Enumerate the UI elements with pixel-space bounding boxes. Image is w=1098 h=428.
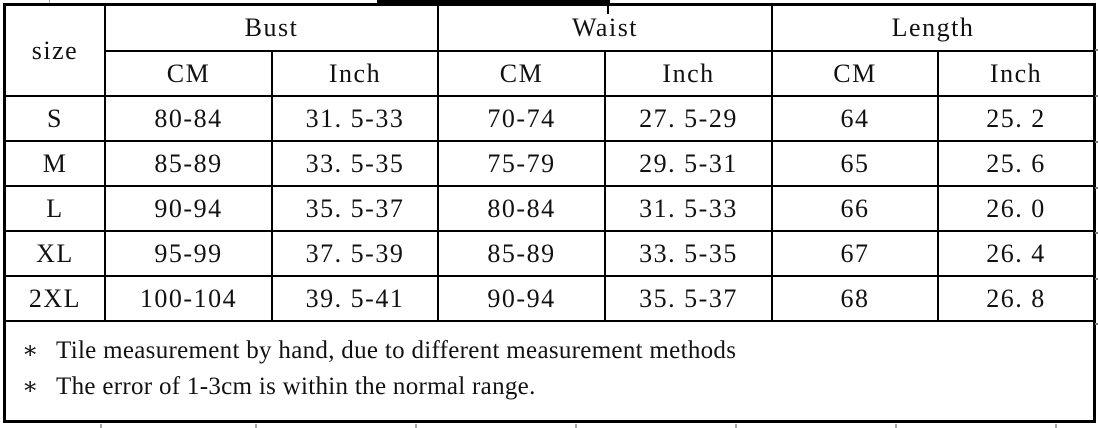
length-cm-cell: 66 bbox=[771, 185, 940, 232]
bust-cm-cell: 100-104 bbox=[104, 275, 273, 322]
unit-header-length-inch: Inch bbox=[937, 50, 1093, 97]
size-table-frame: size Bust Waist Length CM Inch CM Inch C… bbox=[3, 3, 1096, 423]
length-inch-cell: 25. 2 bbox=[937, 95, 1093, 142]
note-line-1: ∗ Tile measurement by hand, due to diffe… bbox=[22, 336, 1085, 365]
length-cm-cell: 68 bbox=[771, 275, 940, 322]
table-row-2xl: 2XL 100-104 39. 5-41 90-94 35. 5-37 68 2… bbox=[6, 275, 1093, 322]
note-text: Tile measurement by hand, due to differe… bbox=[56, 336, 737, 364]
length-inch-cell: 26. 8 bbox=[937, 275, 1093, 322]
length-cm-cell: 67 bbox=[771, 230, 940, 277]
waist-cm-cell: 85-89 bbox=[437, 230, 606, 277]
table-row-xl: XL 95-99 37. 5-39 85-89 33. 5-35 67 26. … bbox=[6, 230, 1093, 277]
waist-inch-cell: 33. 5-35 bbox=[603, 230, 774, 277]
unit-header-bust-inch: Inch bbox=[271, 50, 439, 97]
waist-inch-cell: 27. 5-29 bbox=[603, 95, 774, 142]
gridline-artifact bbox=[575, 424, 577, 428]
note-line-2: ∗ The error of 1-3cm is within the norma… bbox=[22, 372, 1085, 401]
waist-inch-cell: 31. 5-33 bbox=[603, 185, 774, 232]
gridline-artifact bbox=[1095, 49, 1098, 51]
size-cell: S bbox=[6, 95, 106, 142]
gridline-artifact bbox=[100, 424, 102, 428]
waist-cm-cell: 90-94 bbox=[437, 275, 606, 322]
length-cm-cell: 65 bbox=[771, 140, 940, 187]
unit-header-waist-cm: CM bbox=[437, 50, 606, 97]
group-header-waist: Waist bbox=[436, 6, 774, 52]
waist-cm-cell: 70-74 bbox=[437, 95, 606, 142]
header-unit-row: CM Inch CM Inch CM Inch bbox=[6, 50, 1093, 97]
table-row-m: M 85-89 33. 5-35 75-79 29. 5-31 65 25. 6 bbox=[6, 140, 1093, 187]
asterisk-icon: ∗ bbox=[22, 374, 39, 400]
unit-header-bust-cm: CM bbox=[104, 50, 273, 97]
gridline-artifact bbox=[1095, 278, 1098, 280]
size-cell: L bbox=[6, 185, 106, 232]
size-cell: XL bbox=[6, 230, 106, 277]
gridline-artifact bbox=[895, 424, 897, 428]
gridline-artifact bbox=[377, 0, 610, 6]
gridline-artifact bbox=[1095, 232, 1098, 234]
bust-inch-cell: 37. 5-39 bbox=[271, 230, 439, 277]
length-inch-cell: 26. 4 bbox=[937, 230, 1093, 277]
length-inch-cell: 26. 0 bbox=[937, 185, 1093, 232]
unit-header-waist-inch: Inch bbox=[603, 50, 774, 97]
gridline-artifact bbox=[1095, 141, 1098, 143]
size-cell: 2XL bbox=[6, 275, 106, 322]
measurement-notes: ∗ Tile measurement by hand, due to diffe… bbox=[6, 322, 1093, 415]
gridline-artifact bbox=[1095, 95, 1098, 97]
bust-inch-cell: 33. 5-35 bbox=[271, 140, 439, 187]
bust-cm-cell: 85-89 bbox=[104, 140, 273, 187]
waist-cm-cell: 80-84 bbox=[437, 185, 606, 232]
table-row-s: S 80-84 31. 5-33 70-74 27. 5-29 64 25. 2 bbox=[6, 95, 1093, 142]
corner-size-label: size bbox=[6, 6, 106, 97]
waist-inch-cell: 35. 5-37 bbox=[603, 275, 774, 322]
bust-cm-cell: 80-84 bbox=[104, 95, 273, 142]
bust-cm-cell: 90-94 bbox=[104, 185, 273, 232]
group-header-bust: Bust bbox=[104, 6, 439, 52]
bust-inch-cell: 39. 5-41 bbox=[271, 275, 439, 322]
size-cell: M bbox=[6, 140, 106, 187]
length-cm-cell: 64 bbox=[771, 95, 940, 142]
gridline-artifact bbox=[735, 424, 737, 428]
bust-inch-cell: 35. 5-37 bbox=[271, 185, 439, 232]
gridline-artifact bbox=[1055, 424, 1057, 428]
gridline-artifact bbox=[255, 424, 257, 428]
group-header-length: Length bbox=[771, 6, 1093, 52]
gridline-artifact bbox=[1095, 323, 1098, 325]
gridline-artifact bbox=[49, 0, 50, 3]
table-row-l: L 90-94 35. 5-37 80-84 31. 5-33 66 26. 0 bbox=[6, 185, 1093, 232]
bust-inch-cell: 31. 5-33 bbox=[271, 95, 439, 142]
gridline-artifact bbox=[1095, 187, 1098, 189]
length-inch-cell: 25. 6 bbox=[937, 140, 1093, 187]
bust-cm-cell: 95-99 bbox=[104, 230, 273, 277]
waist-cm-cell: 75-79 bbox=[437, 140, 606, 187]
waist-inch-cell: 29. 5-31 bbox=[603, 140, 774, 187]
note-text: The error of 1-3cm is within the normal … bbox=[56, 372, 536, 400]
header-group-row: size Bust Waist Length bbox=[6, 6, 1093, 97]
unit-header-length-cm: CM bbox=[771, 50, 940, 97]
asterisk-icon: ∗ bbox=[22, 338, 39, 364]
size-table: size Bust Waist Length CM Inch CM Inch C… bbox=[6, 6, 1093, 322]
gridline-artifact bbox=[415, 424, 417, 428]
gridline-artifact bbox=[607, 5, 609, 14]
